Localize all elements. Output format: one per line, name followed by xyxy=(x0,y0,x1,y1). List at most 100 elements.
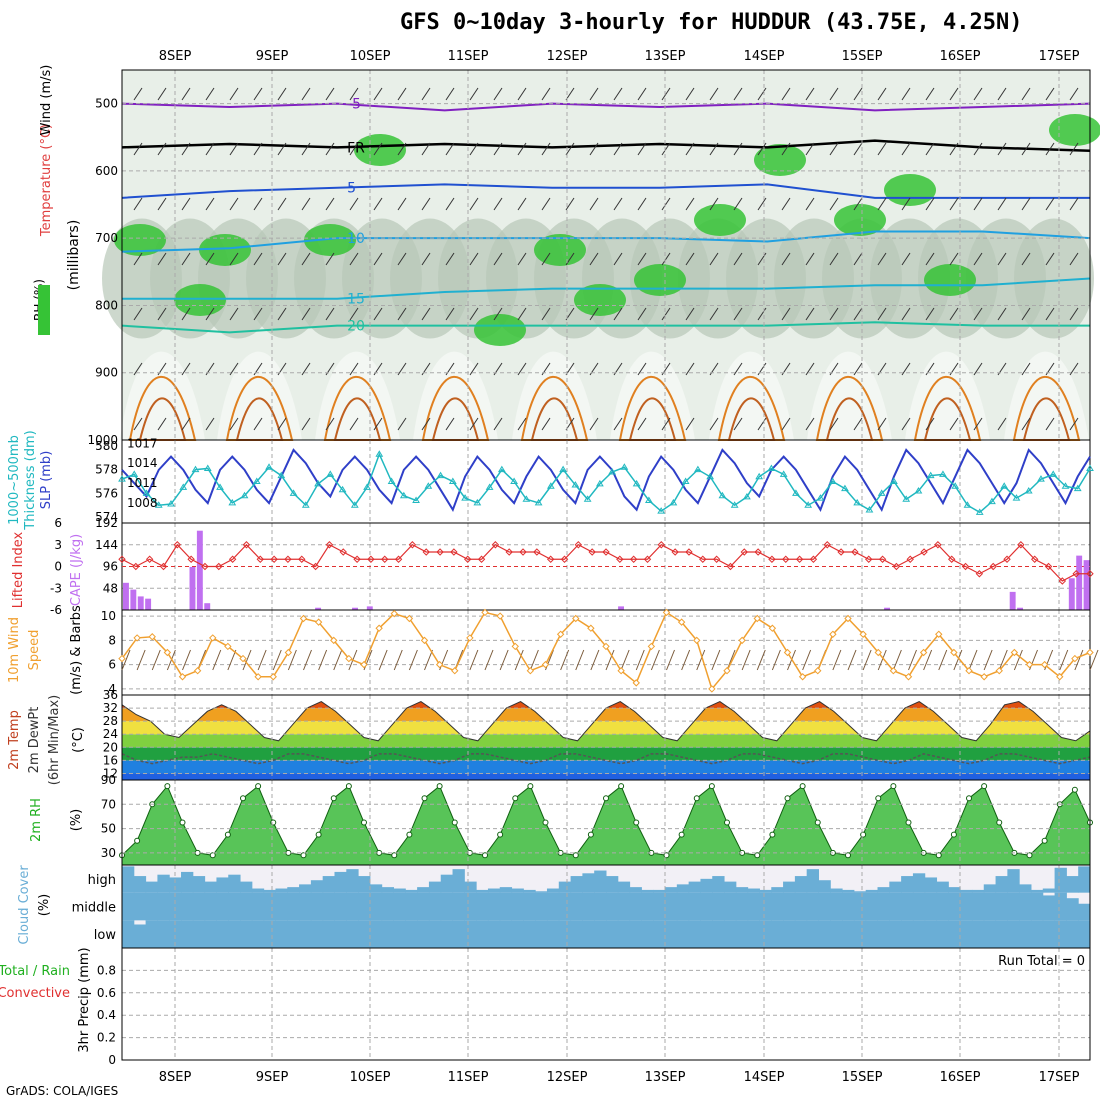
pressure-tick: 1000 xyxy=(87,433,118,447)
wind-barb xyxy=(181,417,191,431)
cloud-bar-low xyxy=(1054,920,1067,948)
cloud-bar-low xyxy=(889,920,902,948)
cloud-bar-high xyxy=(594,870,607,893)
thickness-tick: 574 xyxy=(95,510,118,524)
thickness-marker xyxy=(1012,494,1021,501)
cloud-bar-low xyxy=(1007,920,1020,948)
cloud-bar-low xyxy=(735,920,749,948)
wind-barb-10m xyxy=(908,649,917,671)
wind-barb xyxy=(829,417,839,431)
wind-barb xyxy=(661,307,671,321)
cape-bar xyxy=(137,596,144,610)
wind-axis-label3: (m/s) & Barbs xyxy=(69,605,84,695)
cloud-bar-high xyxy=(747,888,760,893)
rh-tick: 30 xyxy=(101,846,116,860)
wind-barb-10m xyxy=(182,649,191,671)
cloud-bar-low xyxy=(122,920,135,948)
wind-barb-10m xyxy=(333,649,343,671)
top-day-label: 17SEP xyxy=(1039,49,1080,64)
wind-barb xyxy=(1045,87,1055,101)
wind-barb-10m xyxy=(590,649,600,671)
li-marker xyxy=(367,555,375,563)
wind-barb xyxy=(661,252,671,266)
wind-barb-10m xyxy=(212,649,222,671)
thickness-marker xyxy=(412,496,420,503)
wind-marker xyxy=(617,667,625,675)
li-marker xyxy=(1044,562,1053,571)
cloud-bar-low xyxy=(676,920,690,948)
wind-barb xyxy=(1021,87,1031,101)
cape-tick: 144 xyxy=(95,538,118,552)
wind-barb xyxy=(301,252,311,266)
wind-barb xyxy=(157,142,167,156)
cloud-bar-low xyxy=(853,920,867,948)
thickness-marker xyxy=(179,483,188,490)
rh-legend-swatch xyxy=(38,285,50,335)
cloud-bar-high xyxy=(358,876,371,893)
cape-bar xyxy=(196,530,203,610)
cloud-bar-high xyxy=(464,881,477,893)
wind-barb xyxy=(397,87,407,101)
rh2m-marker xyxy=(512,795,519,802)
cloud-bar-middle xyxy=(582,892,595,921)
rh-green-patch xyxy=(574,284,626,316)
surface-bump xyxy=(1004,351,1089,440)
cloud-bar-middle xyxy=(299,892,312,921)
li-marker xyxy=(450,548,458,556)
cloud-bar-high xyxy=(1019,884,1032,893)
wind-barb xyxy=(133,417,143,431)
thickness-marker xyxy=(620,463,629,470)
li-marker xyxy=(187,555,195,563)
wind-barb-10m xyxy=(696,649,706,671)
rh2m-marker xyxy=(391,852,398,859)
thickness-tick: 576 xyxy=(95,486,118,500)
cloud-bar-middle xyxy=(476,892,489,921)
top-day-label: 16SEP xyxy=(940,49,981,64)
cloud-bar-high xyxy=(924,877,938,893)
wind-barb xyxy=(325,307,335,321)
thickness-marker xyxy=(130,470,139,477)
thickness-marker xyxy=(902,495,911,502)
cape-bar xyxy=(315,607,322,610)
li-marker xyxy=(1058,577,1067,585)
wind-barb xyxy=(445,307,455,321)
temp-contour-label: FR xyxy=(347,140,365,156)
thickness-marker xyxy=(730,501,739,508)
surface-bump xyxy=(315,351,400,440)
wind-barb xyxy=(373,252,383,266)
precip-tick: 0.6 xyxy=(97,986,116,1000)
wind-barb xyxy=(445,252,455,266)
thickness-marker xyxy=(191,465,200,473)
cloud-bar-low xyxy=(971,920,985,948)
temp-contour xyxy=(121,139,1091,152)
cloud-bar-middle xyxy=(181,892,194,921)
wind-barb xyxy=(205,87,215,101)
li-marker xyxy=(685,548,693,556)
cloud-bar-low xyxy=(251,920,265,948)
cloud-bar-high xyxy=(1054,867,1067,893)
rh-tick: 70 xyxy=(101,797,116,811)
cloud-bar-high xyxy=(535,891,548,893)
cloud-bar-middle xyxy=(1030,892,1044,921)
li-marker xyxy=(754,548,762,556)
rh2m-marker xyxy=(572,852,579,859)
wind-barb-10m xyxy=(892,649,902,671)
temp-axis-label3: (6hr Min/Max) xyxy=(47,695,62,785)
rh2m-marker xyxy=(134,837,141,844)
li-marker xyxy=(215,562,223,571)
wind-barb xyxy=(157,417,167,431)
wind-marker xyxy=(193,667,202,675)
temp-contour-25 xyxy=(618,376,687,441)
cloud-bar-high xyxy=(192,876,206,893)
temp-contour xyxy=(121,102,1091,112)
wind-barb xyxy=(733,307,743,321)
cloud-bar-middle xyxy=(157,892,170,921)
wind-barb xyxy=(1069,197,1079,211)
wind-marker xyxy=(284,648,293,657)
wind-barb xyxy=(949,252,959,266)
cloud-bar-low xyxy=(724,920,737,948)
cloud-bar-low xyxy=(830,920,843,948)
wind-barb xyxy=(349,307,359,321)
precip-panel-frame xyxy=(121,947,1091,1061)
